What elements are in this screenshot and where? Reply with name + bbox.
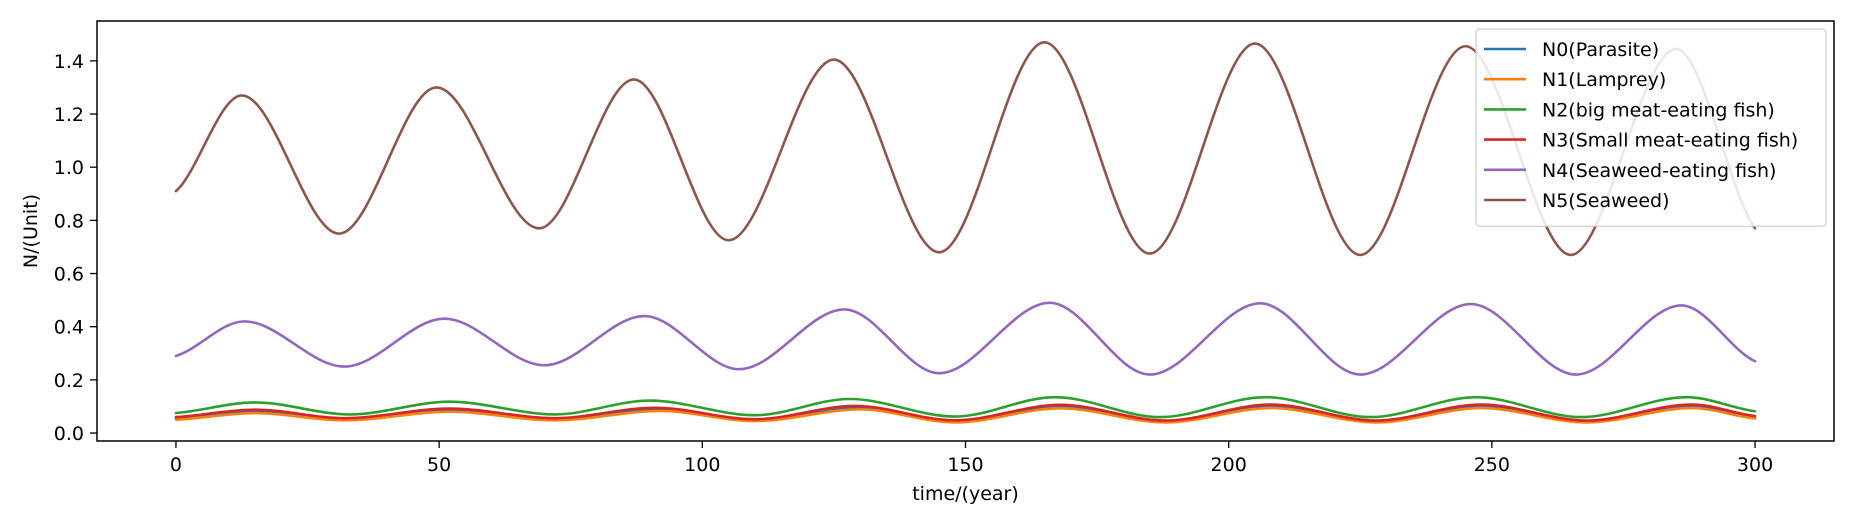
y-tick-label: 0.0 xyxy=(54,423,84,445)
y-axis-title: N/(Unit) xyxy=(20,194,42,268)
series-line-n4 xyxy=(174,301,1757,376)
x-tick-label: 0 xyxy=(170,454,182,476)
series-line-n3 xyxy=(174,403,1757,422)
x-tick-label: 150 xyxy=(947,454,983,476)
y-tick-label: 1.0 xyxy=(54,157,84,179)
legend-label-n1: N1(Lamprey) xyxy=(1542,69,1666,91)
x-tick-label: 250 xyxy=(1474,454,1510,476)
x-axis-title: time/(year) xyxy=(912,483,1019,505)
y-tick-label: 1.4 xyxy=(54,51,84,73)
y-axis: 0.0 0.2 0.4 0.6 0.8 1.0 1.2 1.4 xyxy=(54,51,97,445)
legend-label-n4: N4(Seaweed-eating fish) xyxy=(1542,160,1776,182)
legend: N0(Parasite) N1(Lamprey) N2(big meat-eatin… xyxy=(1475,28,1827,227)
x-tick-label: 300 xyxy=(1737,454,1773,476)
legend-label-n3: N3(Small meat-eating fish) xyxy=(1542,130,1798,152)
legend-box xyxy=(1475,28,1827,227)
y-tick-label: 0.6 xyxy=(54,264,84,286)
legend-label-n2: N2(big meat-eating fish) xyxy=(1542,99,1775,121)
x-tick-label: 100 xyxy=(684,454,720,476)
legend-label-n5: N5(Seaweed) xyxy=(1542,190,1670,212)
legend-label-n0: N0(Parasite) xyxy=(1542,39,1659,61)
y-tick-label: 1.2 xyxy=(54,104,84,126)
series-line-n2 xyxy=(174,395,1757,419)
x-tick-label: 200 xyxy=(1211,454,1247,476)
y-tick-label: 0.4 xyxy=(54,317,84,339)
y-tick-label: 0.8 xyxy=(54,210,84,232)
x-axis: 0 50 100 150 200 250 300 xyxy=(170,441,1773,476)
x-tick-label: 50 xyxy=(427,454,451,476)
y-tick-label: 0.2 xyxy=(54,370,84,392)
series-line-n1 xyxy=(174,406,1757,424)
